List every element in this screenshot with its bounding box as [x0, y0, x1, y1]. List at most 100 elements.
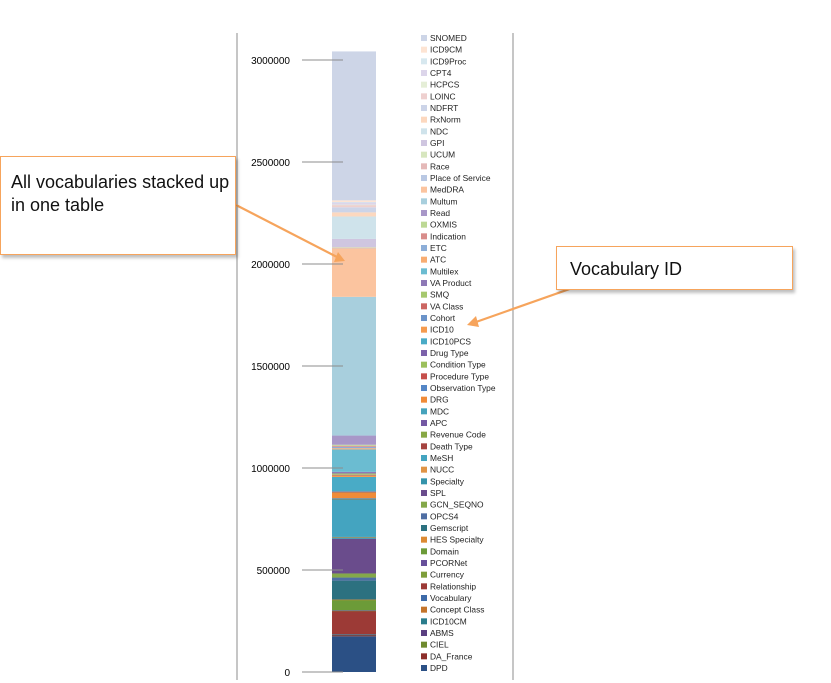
legend-label: CIEL [430, 640, 449, 650]
bar-segment-loinc [332, 204, 376, 208]
legend-swatch [421, 536, 427, 543]
legend-label: UCUM [430, 150, 455, 160]
bar-segment-cpt4 [332, 202, 376, 205]
legend-swatch [421, 140, 427, 146]
legend-swatch [421, 256, 427, 263]
legend-swatch [421, 163, 427, 170]
bar-segment-hes-specialty [332, 599, 376, 601]
legend-label: SMQ [430, 290, 450, 300]
legend-label: ICD10PCS [430, 336, 471, 346]
legend-swatch [421, 606, 427, 613]
legend-label: ABMS [430, 628, 454, 638]
legend-label: DA_France [430, 651, 473, 661]
bar-segment-nucc [332, 536, 376, 538]
right-callout-box: Vocabulary ID [556, 246, 793, 290]
legend-label: NDC [430, 126, 448, 136]
bar-segment-specialty [332, 537, 376, 539]
legend-swatch [421, 408, 427, 415]
legend-label: Observation Type [430, 383, 496, 393]
legend-swatch [421, 350, 427, 356]
legend-label: SNOMED [430, 33, 467, 43]
legend-label: Indication [430, 231, 466, 241]
legend-swatch [421, 455, 427, 461]
legend-label: MDC [430, 406, 449, 416]
legend-label: Death Type [430, 441, 473, 451]
right-callout-text: Vocabulary ID [570, 259, 683, 279]
legend-swatch [421, 338, 427, 345]
legend-swatch [421, 70, 427, 76]
legend-label: CPT4 [430, 68, 452, 78]
bar-segment-gcn-seqno [332, 573, 376, 578]
legend-swatch [421, 210, 427, 216]
legend-swatch [421, 595, 427, 601]
bar-segment-ucum [332, 247, 376, 248]
legend-label: SPL [430, 488, 446, 498]
legend-swatch [421, 233, 427, 240]
legend-swatch [421, 303, 427, 310]
legend-swatch [421, 93, 427, 100]
bar-segment-icd10 [332, 475, 376, 477]
bar-segment-mesh [332, 499, 376, 537]
bar-segment-indication [332, 445, 376, 447]
legend-swatch [421, 175, 427, 181]
bar-segment-read [332, 435, 376, 445]
legend-label: Cohort [430, 313, 456, 323]
legend-label: MeSH [430, 453, 453, 463]
legend-swatch [421, 361, 427, 368]
legend-swatch [421, 268, 427, 275]
legend-label: Procedure Type [430, 371, 489, 381]
legend-label: ICD9Proc [430, 56, 466, 66]
bar-segment-snomed [332, 51, 376, 201]
bar-segment-va-product [332, 471, 376, 474]
legend-label: HES Specialty [430, 535, 484, 545]
legend-label: ICD9CM [430, 45, 462, 55]
bar-segment-dpd [332, 636, 376, 672]
legend-swatch [421, 35, 427, 41]
legend-swatch [421, 525, 427, 531]
bar-segment-ndc [332, 216, 376, 239]
legend-swatch [421, 501, 427, 508]
left-callout-text: All vocabularies stacked up in one table [11, 172, 230, 215]
legend-swatch [421, 630, 427, 636]
left-callout-arrowhead [334, 252, 345, 262]
legend-swatch [421, 81, 427, 88]
bar-segment-da-france [332, 635, 376, 637]
legend-label: Domain [430, 546, 459, 556]
bar-segment-etc [332, 446, 376, 449]
y-tick-label: 2000000 [251, 260, 290, 271]
legend-swatch [421, 186, 427, 193]
bar-segment-oxmis [332, 444, 376, 446]
bar-segment-opcs4 [332, 577, 376, 581]
legend-label: Currency [430, 570, 465, 580]
legend-swatch [421, 571, 427, 578]
legend-swatch [421, 291, 427, 298]
bar-segment-atc [332, 448, 376, 450]
legend-label: Concept Class [430, 605, 484, 615]
legend-label: Relationship [430, 581, 476, 591]
legend-swatch [421, 490, 427, 496]
legend-swatch [421, 105, 427, 111]
stacked-bar [332, 51, 376, 672]
legend-swatch [421, 466, 427, 473]
bar-segment-icd9cm [332, 200, 376, 202]
bar-segment-vocabulary [332, 634, 376, 635]
legend-label: ICD10CM [430, 616, 467, 626]
legend-swatch [421, 665, 427, 671]
legend-label: VA Product [430, 278, 472, 288]
legend-swatch [421, 221, 427, 228]
legend-label: DPD [430, 663, 448, 673]
legend-swatch [421, 46, 427, 53]
y-tick-label: 1000000 [251, 464, 290, 475]
bar-segment-rxnorm [332, 212, 376, 217]
legend-label: Place of Service [430, 173, 491, 183]
bar-segment-va-class [332, 474, 376, 476]
bar-segment-domain [332, 599, 376, 611]
legend-swatch [421, 420, 427, 426]
left-callout-box: All vocabularies stacked up in one table [0, 156, 236, 255]
y-axis: 0 500000 1000000 1500000 2000000 2500000 30000… [251, 56, 343, 679]
legend-label: MedDRA [430, 185, 464, 195]
legend-label: Revenue Code [430, 430, 486, 440]
legend-swatch [421, 443, 427, 450]
